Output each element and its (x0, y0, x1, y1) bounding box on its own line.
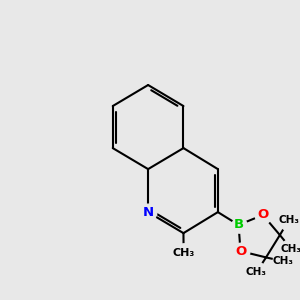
Text: CH₃: CH₃ (246, 267, 267, 277)
Text: CH₃: CH₃ (278, 215, 299, 225)
Text: CH₃: CH₃ (273, 256, 294, 266)
Text: O: O (235, 244, 246, 258)
Text: CH₃: CH₃ (280, 244, 300, 254)
Text: CH₃: CH₃ (172, 248, 195, 258)
Text: N: N (142, 206, 154, 219)
Text: O: O (257, 208, 268, 221)
Text: B: B (233, 218, 244, 231)
